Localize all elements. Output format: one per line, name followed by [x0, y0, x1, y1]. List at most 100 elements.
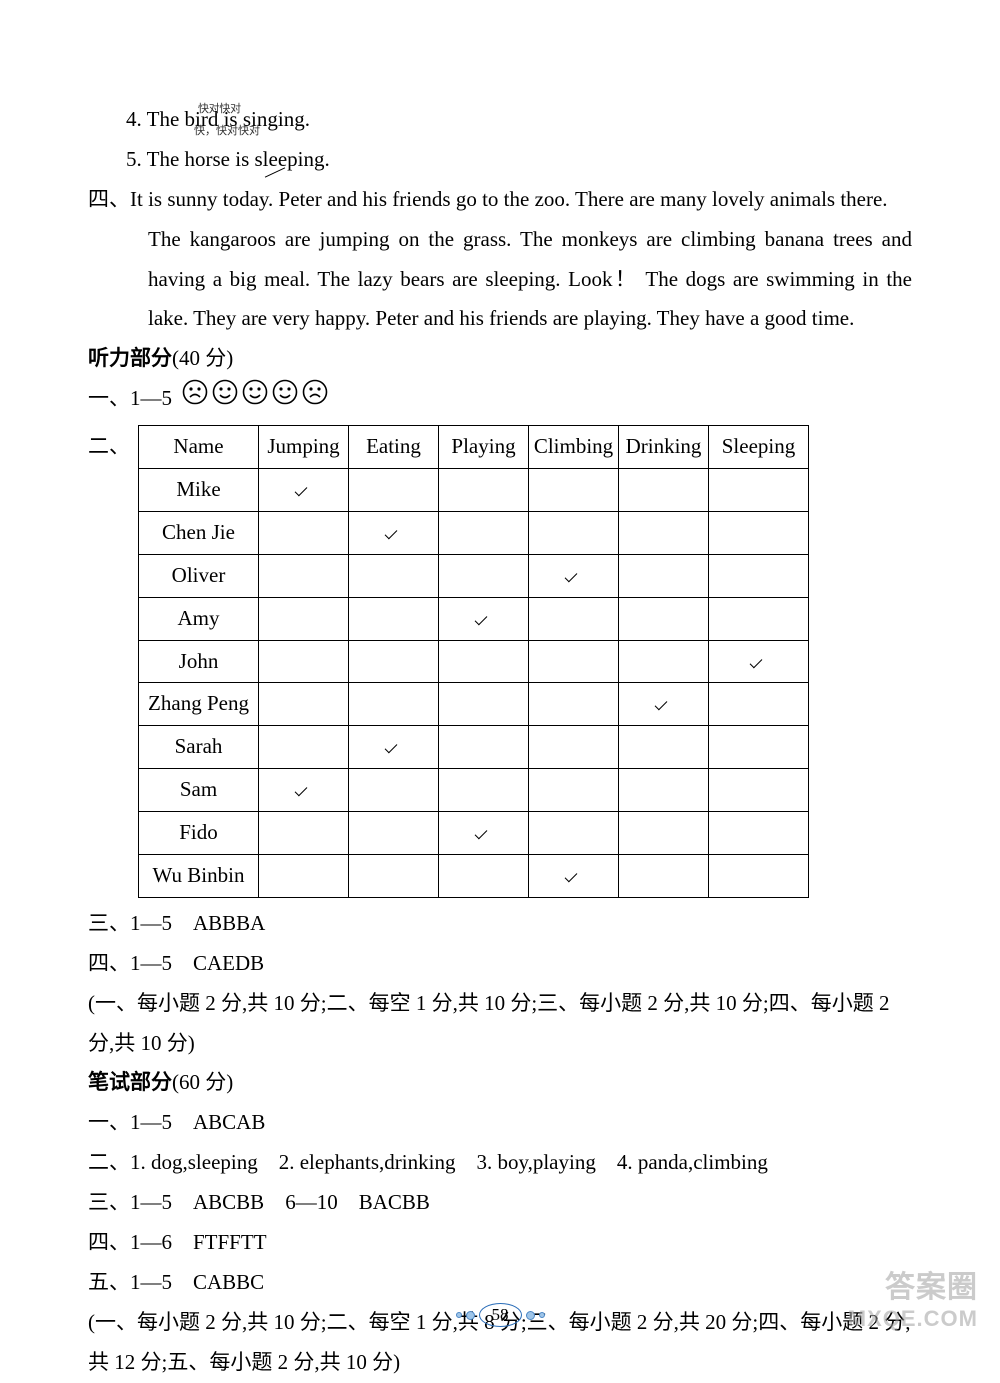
check-cell: [439, 597, 529, 640]
check-cell: [709, 726, 809, 769]
check-cell: [439, 683, 529, 726]
check-cell: [349, 855, 439, 898]
name-cell: Oliver: [139, 554, 259, 597]
check-cell: [349, 469, 439, 512]
check-icon: [475, 613, 493, 625]
check-cell: [709, 469, 809, 512]
written-s2: 二、1. dog,sleeping 2. elephants,drinking …: [88, 1143, 912, 1183]
table-row: Chen Jie: [139, 511, 809, 554]
table-row: Mike: [139, 469, 809, 512]
name-cell: Zhang Peng: [139, 683, 259, 726]
check-cell: [259, 640, 349, 683]
watermark-line1: 答案圈: [848, 1271, 978, 1306]
check-cell: [619, 683, 709, 726]
section-4-text1: It is sunny today. Peter and his friends…: [130, 187, 888, 211]
check-cell: [709, 597, 809, 640]
check-icon: [295, 484, 313, 496]
check-icon: [475, 827, 493, 839]
check-cell: [259, 855, 349, 898]
check-icon: [565, 870, 583, 882]
happy-face-icon: [272, 386, 298, 410]
check-cell: [259, 469, 349, 512]
check-cell: [259, 554, 349, 597]
happy-face-icon: [242, 386, 268, 410]
listening-s1-row: 一、1—5: [88, 379, 912, 419]
check-cell: [529, 640, 619, 683]
item-5: 5. The horse is sleeping.: [88, 140, 912, 180]
watermark: 答案圈 MXQE.COM: [848, 1271, 978, 1331]
written-s1: 一、1—5 ABCAB: [88, 1103, 912, 1143]
check-cell: [439, 812, 529, 855]
table-header: Name: [139, 426, 259, 469]
written-s3: 三、1—5 ABCBB 6—10 BACBB: [88, 1183, 912, 1223]
check-cell: [529, 511, 619, 554]
check-cell: [349, 683, 439, 726]
table-row: Sarah: [139, 726, 809, 769]
handwritten-annotation-2: 快，快对快对: [194, 122, 260, 138]
check-icon: [655, 698, 673, 710]
check-cell: [439, 469, 529, 512]
name-cell: Chen Jie: [139, 511, 259, 554]
check-cell: [349, 640, 439, 683]
handwritten-annotation-1: 快对快对: [198, 100, 241, 116]
deco-circle-icon: [526, 1311, 535, 1320]
check-cell: [259, 511, 349, 554]
page-content: 4. The bird is singing. 5. The horse is …: [0, 0, 1000, 1383]
check-cell: [619, 726, 709, 769]
check-cell: [619, 554, 709, 597]
check-cell: [529, 769, 619, 812]
check-cell: [529, 554, 619, 597]
listening-s1-label: 一、1—5: [88, 379, 172, 419]
check-icon: [565, 570, 583, 582]
table-header: Climbing: [529, 426, 619, 469]
name-cell: Sam: [139, 769, 259, 812]
section-4-label: 四、: [88, 187, 130, 211]
listening-points: (40 分): [172, 346, 233, 370]
table-row: Zhang Peng: [139, 683, 809, 726]
check-cell: [619, 597, 709, 640]
check-cell: [439, 640, 529, 683]
table-header: Sleeping: [709, 426, 809, 469]
page-number: 58: [479, 1303, 522, 1327]
answer-table: NameJumpingEatingPlayingClimbingDrinking…: [138, 425, 809, 898]
check-cell: [619, 511, 709, 554]
check-cell: [259, 812, 349, 855]
check-cell: [709, 769, 809, 812]
check-cell: [619, 812, 709, 855]
check-cell: [529, 597, 619, 640]
check-cell: [709, 511, 809, 554]
check-cell: [439, 769, 529, 812]
written-heading-text: 笔试部分: [88, 1070, 172, 1094]
check-cell: [349, 597, 439, 640]
deco-circle-icon: [539, 1312, 545, 1318]
table-row: Wu Binbin: [139, 855, 809, 898]
check-cell: [619, 469, 709, 512]
check-cell: [439, 511, 529, 554]
check-cell: [529, 469, 619, 512]
check-cell: [709, 855, 809, 898]
check-cell: [709, 812, 809, 855]
watermark-line2: MXQE.COM: [848, 1306, 978, 1331]
table-row: Oliver: [139, 554, 809, 597]
listening-scoring: (一、每小题 2 分,共 10 分;二、每空 1 分,共 10 分;三、每小题 …: [88, 984, 912, 1064]
check-cell: [259, 597, 349, 640]
check-cell: [439, 855, 529, 898]
table-row: Amy: [139, 597, 809, 640]
check-cell: [349, 511, 439, 554]
check-cell: [529, 683, 619, 726]
name-cell: Wu Binbin: [139, 855, 259, 898]
section-4-line1: 四、It is sunny today. Peter and his frien…: [88, 180, 912, 220]
check-cell: [619, 769, 709, 812]
faces-group: [178, 379, 328, 419]
deco-circle-icon: [466, 1311, 475, 1320]
written-heading: 笔试部分(60 分): [88, 1063, 912, 1103]
table-row: Fido: [139, 812, 809, 855]
table-header: Jumping: [259, 426, 349, 469]
check-cell: [259, 683, 349, 726]
check-cell: [349, 726, 439, 769]
table-header: Playing: [439, 426, 529, 469]
table-row: John: [139, 640, 809, 683]
sad-face-icon: [302, 386, 328, 410]
check-cell: [349, 769, 439, 812]
check-cell: [529, 726, 619, 769]
